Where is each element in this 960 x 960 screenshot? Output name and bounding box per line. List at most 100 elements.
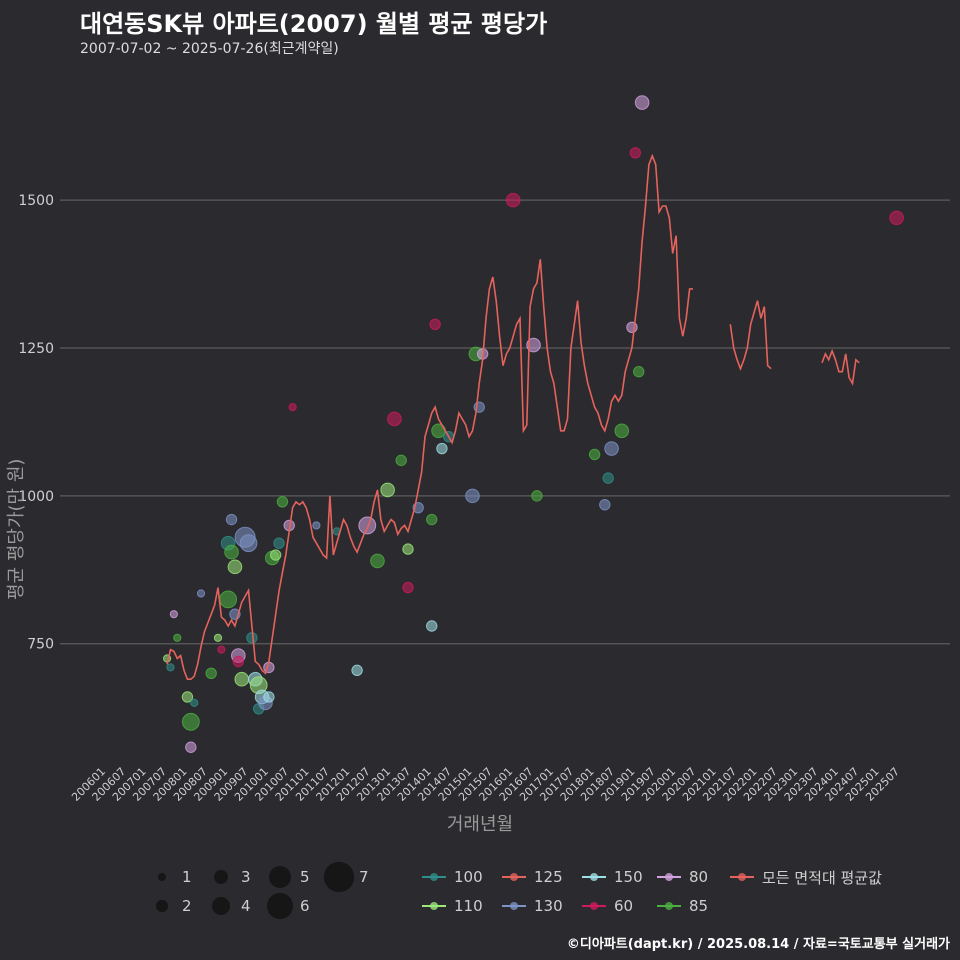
color-legend-item: 80 (655, 862, 708, 892)
data-point (239, 534, 258, 553)
legend-dot (590, 873, 598, 881)
data-point (196, 589, 206, 598)
data-point (429, 318, 441, 331)
data-point (169, 610, 178, 619)
size-legend-label: 6 (300, 897, 310, 915)
color-legend-item: 125 (500, 862, 563, 892)
legend-dot (510, 902, 518, 910)
data-point (358, 516, 377, 535)
size-legend-label: 3 (241, 868, 251, 886)
data-point (276, 496, 289, 508)
data-point (273, 537, 285, 549)
size-legend-dot (211, 896, 231, 916)
legend-dot (738, 873, 746, 881)
color-legend-key (728, 862, 756, 892)
data-point (213, 633, 223, 642)
data-point (217, 645, 226, 654)
size-legend-key (324, 862, 354, 892)
data-point (224, 544, 239, 560)
color-legend-item: 85 (655, 891, 708, 921)
data-point (426, 620, 438, 632)
data-point (588, 448, 601, 461)
data-point (380, 482, 395, 498)
size-legend-label: 1 (182, 868, 192, 886)
average-line (166, 153, 693, 681)
data-point (402, 543, 414, 555)
data-point (312, 521, 321, 530)
size-legend-dot (269, 866, 291, 888)
color-legend-label: 110 (454, 897, 483, 915)
data-point (626, 321, 638, 333)
color-legend-key (580, 862, 608, 892)
size-legend-dot (156, 900, 168, 912)
data-point (402, 581, 414, 594)
data-point (604, 441, 619, 456)
data-point (465, 488, 480, 504)
data-point (263, 691, 275, 703)
color-legend-item: 150 (580, 862, 643, 892)
size-legend-item: 5 (266, 862, 310, 892)
color-legend-label: 85 (689, 897, 709, 915)
size-legend-label: 4 (241, 897, 251, 915)
size-legend-label: 7 (359, 868, 369, 886)
size-legend-key (207, 891, 235, 921)
data-point (232, 655, 245, 668)
data-point (181, 691, 194, 703)
y-axis-label: 평균 평당가(만 원) (6, 458, 27, 600)
data-point (185, 741, 197, 753)
data-point (395, 454, 407, 467)
color-legend-key (655, 891, 683, 921)
size-legend-dot (324, 862, 354, 892)
size-legend-key (148, 891, 176, 921)
size-legend-item: 3 (207, 862, 251, 892)
size-legend-dot (213, 869, 229, 885)
average-line (729, 300, 772, 371)
source-footer: ©디아파트(dapt.kr) / 2025.08.14 / 자료=국토교통부 실… (566, 937, 950, 952)
data-point (599, 499, 611, 511)
data-point (351, 664, 363, 677)
data-point (526, 337, 541, 353)
legend-dot (665, 902, 673, 910)
color-legend-label: 125 (534, 868, 563, 886)
color-legend-key (420, 862, 448, 892)
y-tick-label: 750 (27, 637, 54, 653)
x-axis-ticks: 2006012006072007012007072008012008072009… (69, 765, 902, 804)
y-tick-label: 1000 (18, 489, 54, 505)
size-legend-label: 5 (300, 868, 310, 886)
data-point (629, 147, 642, 159)
data-point (173, 633, 182, 642)
data-point (436, 442, 448, 455)
color-legend-label: 모든 면적대 평균값 (762, 868, 882, 887)
legend-dot (430, 902, 438, 910)
color-legend-label: 100 (454, 868, 483, 886)
color-legend-key (500, 891, 528, 921)
data-point (269, 549, 282, 561)
y-tick-label: 1500 (18, 193, 54, 209)
data-point (426, 513, 438, 526)
data-point (219, 590, 238, 609)
x-axis-label: 거래년월 (446, 814, 514, 835)
data-point (602, 472, 614, 484)
size-legend-dot (267, 893, 293, 919)
data-point (190, 698, 199, 707)
size-legend-key (266, 891, 294, 921)
legend-dot (430, 873, 438, 881)
color-legend-item: 110 (420, 891, 483, 921)
data-point (531, 490, 543, 502)
size-legend-item: 1 (148, 862, 192, 892)
data-point (633, 365, 645, 378)
color-legend-key (580, 891, 608, 921)
chart-title: 대연동SK뷰 아파트(2007) 월별 평균 평당가 (80, 10, 548, 38)
color-legend-key (420, 891, 448, 921)
gridlines (60, 199, 950, 645)
data-point (225, 513, 238, 526)
data-points (162, 95, 904, 753)
size-legend-item: 4 (207, 891, 251, 921)
color-legend-item: 60 (580, 891, 633, 921)
y-axis-ticks: 750 1000 1250 1500 (18, 193, 54, 653)
color-legend-key (500, 862, 528, 892)
color-legend-label: 80 (689, 868, 709, 886)
data-point (227, 559, 243, 575)
size-legend-key (266, 862, 294, 892)
